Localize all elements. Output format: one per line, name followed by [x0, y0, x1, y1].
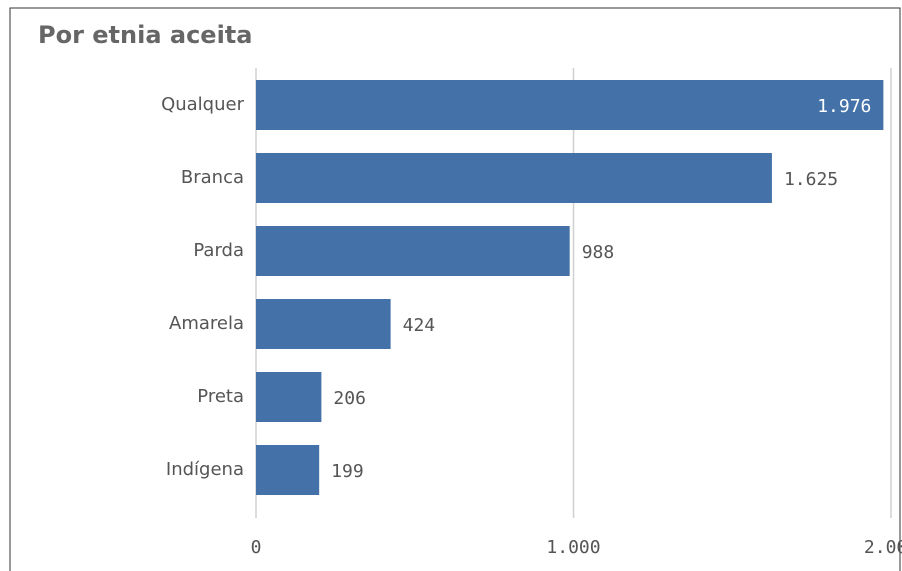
value-label: 988 [582, 242, 615, 263]
y-tick-label: Preta [197, 386, 244, 407]
value-label: 1.976 [817, 96, 871, 117]
value-label: 206 [333, 388, 366, 409]
bar [256, 226, 570, 276]
bar [256, 153, 772, 203]
bar [256, 372, 322, 422]
bar [256, 445, 320, 495]
y-tick-label: Parda [193, 240, 244, 261]
chart-title: Por etnia aceita [38, 21, 252, 49]
y-tick-label: Indígena [166, 459, 244, 480]
y-tick-label: Amarela [169, 313, 244, 334]
x-tick-label: 0 [251, 537, 262, 558]
y-tick-label: Branca [181, 167, 244, 188]
value-label: 199 [331, 461, 364, 482]
bar [256, 80, 884, 130]
y-tick-label: Qualquer [161, 94, 245, 115]
x-tick-label: 2.000 [864, 537, 902, 558]
value-label: 1.625 [784, 169, 838, 190]
value-label: 424 [403, 315, 436, 336]
x-tick-label: 1.000 [546, 537, 600, 558]
bar [256, 299, 391, 349]
